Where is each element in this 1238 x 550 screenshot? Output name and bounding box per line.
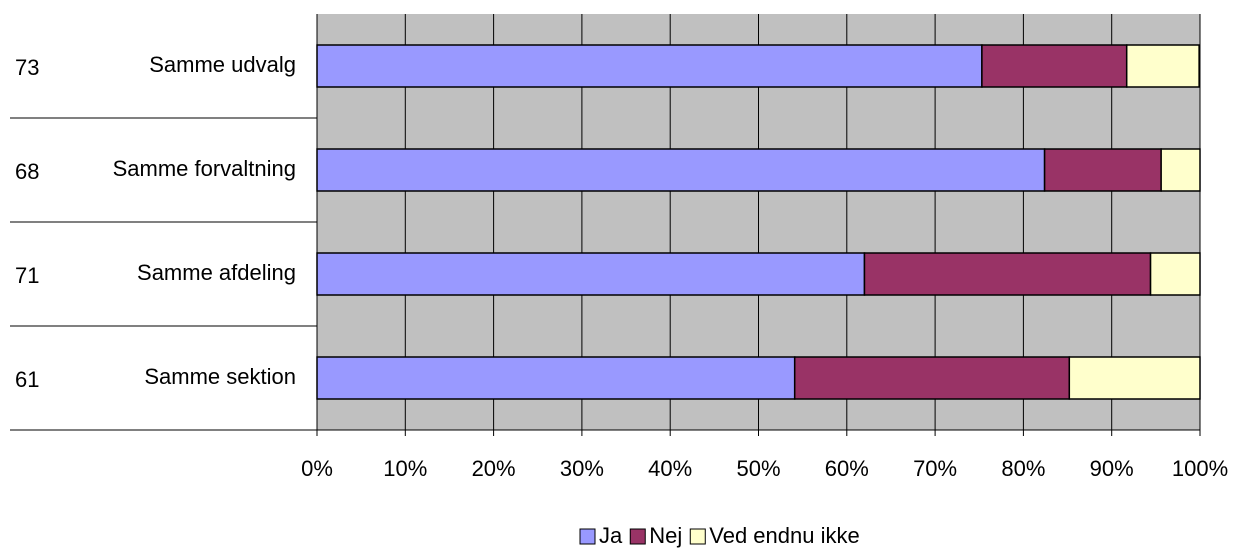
bar [316,44,983,88]
bar [1068,356,1201,400]
bar [316,356,796,400]
x-tick-label: 40% [648,456,692,481]
count-label: 61 [15,367,39,392]
count-label: 71 [15,263,39,288]
bar [316,148,1046,192]
bar [793,356,1071,400]
count-label: 73 [15,55,39,80]
legend-swatch [579,528,596,545]
x-tick-label: 100% [1172,456,1228,481]
count-label: 68 [15,159,39,184]
y-tick-label: Samme sektion [144,364,296,389]
bar [1149,252,1201,296]
x-tick-label: 30% [560,456,604,481]
legend-swatch [629,528,646,545]
x-tick-label: 50% [736,456,780,481]
legend-label: Nej [649,523,682,548]
bar [1160,148,1201,192]
bar [316,252,866,296]
bar [1043,148,1162,192]
x-tick-label: 20% [472,456,516,481]
legend-label: Ved endnu ikke [709,523,859,548]
bar [981,44,1128,88]
y-tick-label: Samme udvalg [149,52,296,77]
bar [863,252,1152,296]
x-tick-label: 90% [1090,456,1134,481]
legend-swatch [689,528,706,545]
x-tick-label: 80% [1001,456,1045,481]
x-tick-label: 0% [301,456,333,481]
y-tick-label: Samme afdeling [137,260,296,285]
x-tick-label: 70% [913,456,957,481]
bar [1125,44,1200,88]
legend-label: Ja [599,523,623,548]
y-tick-label: Samme forvaltning [113,156,296,181]
x-tick-label: 10% [383,456,427,481]
x-tick-label: 60% [825,456,869,481]
